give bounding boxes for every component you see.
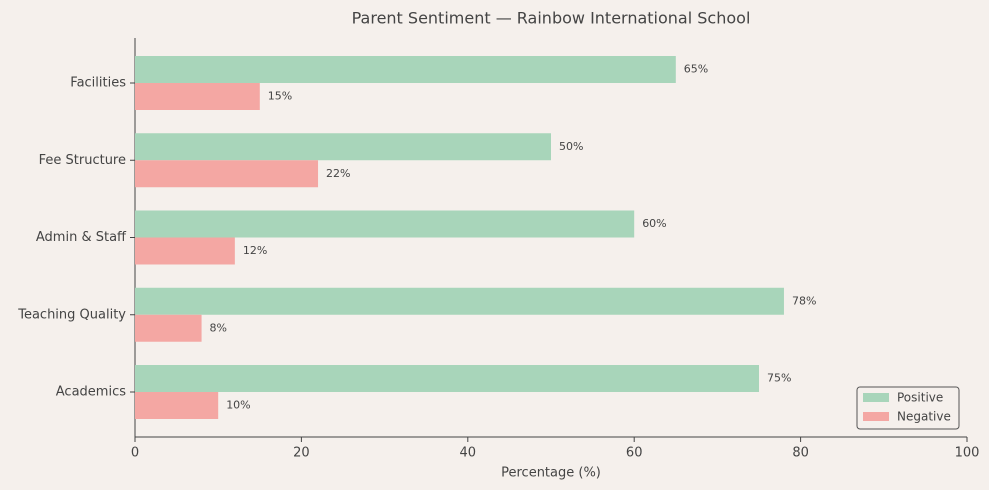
value-label: 15% xyxy=(268,90,292,103)
chart-title: Parent Sentiment — Rainbow International… xyxy=(352,9,751,28)
value-label: 10% xyxy=(226,399,250,412)
x-tick-label: 20 xyxy=(293,446,310,461)
value-label: 60% xyxy=(642,217,666,230)
y-tick-label: Teaching Quality xyxy=(17,307,126,322)
x-axis-label: Percentage (%) xyxy=(501,466,601,481)
value-label: 12% xyxy=(243,244,267,257)
bar xyxy=(135,133,551,161)
y-tick-label: Fee Structure xyxy=(39,153,126,168)
x-tick-label: 100 xyxy=(955,446,980,461)
bar xyxy=(135,314,202,342)
value-label: 8% xyxy=(210,321,227,334)
bar xyxy=(135,287,784,315)
bar xyxy=(135,83,260,110)
value-label: 50% xyxy=(559,140,583,153)
bar xyxy=(135,237,235,265)
bar xyxy=(135,160,319,188)
legend-label: Positive xyxy=(897,391,943,405)
value-label: 22% xyxy=(326,167,350,180)
bar xyxy=(135,365,759,392)
y-tick-label: Admin & Staff xyxy=(36,230,127,245)
legend-label: Negative xyxy=(897,410,951,424)
legend-swatch xyxy=(863,412,889,421)
y-tick-label: Facilities xyxy=(70,76,126,91)
value-label: 65% xyxy=(684,63,708,76)
bar xyxy=(135,56,676,83)
legend-swatch xyxy=(863,393,889,402)
value-label: 75% xyxy=(767,372,791,385)
x-tick-label: 60 xyxy=(626,446,643,461)
x-tick-label: 40 xyxy=(460,446,477,461)
bar xyxy=(135,392,219,419)
x-tick-label: 80 xyxy=(792,446,809,461)
bar xyxy=(135,210,635,238)
value-label: 78% xyxy=(792,294,816,307)
x-tick-label: 0 xyxy=(131,446,139,461)
y-tick-label: Academics xyxy=(56,385,126,400)
